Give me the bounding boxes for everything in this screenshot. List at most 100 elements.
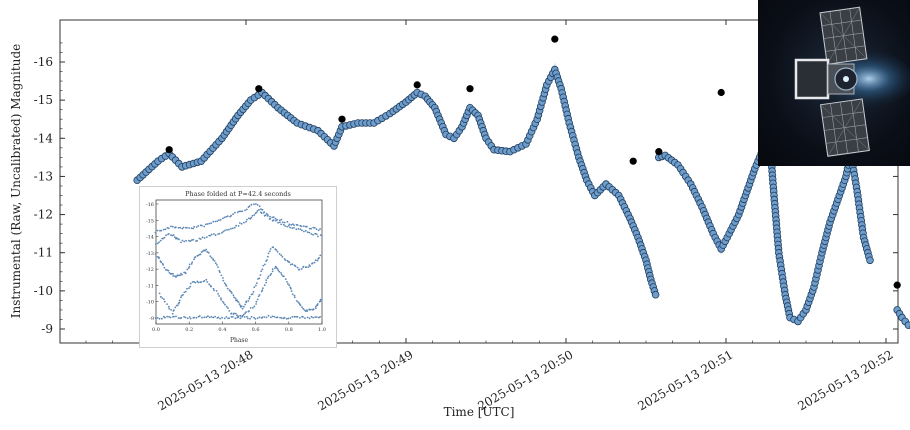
inset-point bbox=[314, 316, 316, 318]
inset-point bbox=[193, 258, 195, 260]
inset-point bbox=[211, 257, 213, 259]
inset-point bbox=[317, 260, 319, 262]
inset-point bbox=[180, 297, 182, 299]
inset-point bbox=[246, 316, 248, 318]
inset-x-tick-label: 0.0 bbox=[152, 327, 160, 333]
inset-point bbox=[196, 226, 198, 228]
inset-point bbox=[295, 228, 297, 230]
peak-point bbox=[255, 85, 262, 92]
inset-point bbox=[294, 316, 296, 318]
solar-panel-top bbox=[820, 7, 867, 64]
inset-point bbox=[245, 311, 247, 313]
inset-point bbox=[312, 262, 314, 264]
x-tick-label: 2025-05-13 20:48 bbox=[155, 347, 255, 413]
inset-point bbox=[314, 227, 316, 229]
satellite-body bbox=[796, 60, 828, 98]
inset-point bbox=[261, 212, 263, 214]
inset-point bbox=[250, 217, 252, 219]
inset-point bbox=[222, 280, 224, 282]
inset-point bbox=[241, 210, 243, 212]
inset-point bbox=[317, 236, 319, 238]
inset-point bbox=[226, 316, 228, 318]
inset-point bbox=[266, 317, 268, 319]
inset-point bbox=[166, 316, 168, 318]
inset-point bbox=[272, 247, 274, 249]
inset-point bbox=[280, 272, 282, 274]
inset-point bbox=[256, 301, 258, 303]
inset-point bbox=[280, 254, 282, 256]
inset-point bbox=[283, 276, 285, 278]
inset-point bbox=[239, 222, 241, 224]
inset-point bbox=[319, 228, 321, 230]
inset-chart-svg: Phase folded at P=42.4 seconds -16-15-14… bbox=[140, 187, 336, 347]
inset-point bbox=[253, 214, 255, 216]
inset-point bbox=[246, 209, 248, 211]
inset-point bbox=[206, 281, 208, 283]
inset-point bbox=[209, 255, 211, 257]
inset-point bbox=[300, 228, 302, 230]
inset-point bbox=[255, 203, 257, 205]
inset-point bbox=[253, 203, 255, 205]
inset-point bbox=[272, 271, 274, 273]
inset-point bbox=[281, 274, 283, 276]
inset-point bbox=[281, 219, 283, 221]
inset-point bbox=[220, 297, 222, 299]
inset-point bbox=[212, 221, 214, 223]
inset-point bbox=[301, 230, 303, 232]
inset-point bbox=[210, 222, 212, 224]
inset-point bbox=[293, 227, 295, 229]
inset-point bbox=[162, 264, 164, 266]
inset-point bbox=[303, 225, 305, 227]
inset-plot-frame bbox=[156, 200, 322, 324]
inset-point bbox=[238, 225, 240, 227]
inset-x-tick-label: 0.4 bbox=[218, 327, 226, 333]
inset-point bbox=[294, 295, 296, 297]
inset-point bbox=[269, 250, 271, 252]
inset-point bbox=[259, 294, 261, 296]
inset-point bbox=[284, 317, 286, 319]
peak-point bbox=[414, 81, 421, 88]
inset-point bbox=[262, 316, 264, 318]
inset-point bbox=[234, 227, 236, 229]
inset-point bbox=[278, 271, 280, 273]
inset-point bbox=[294, 297, 296, 299]
inset-point bbox=[299, 317, 301, 319]
inset-point bbox=[164, 301, 166, 303]
inset-point bbox=[213, 290, 215, 292]
inset-point bbox=[269, 218, 271, 220]
inset-point bbox=[291, 290, 293, 292]
inset-point bbox=[248, 310, 250, 312]
inset-point bbox=[238, 316, 240, 318]
inset-point bbox=[248, 298, 250, 300]
inset-point bbox=[203, 226, 205, 228]
inset-point bbox=[253, 306, 255, 308]
inset-point bbox=[206, 236, 208, 238]
inset-point bbox=[290, 317, 292, 319]
inset-point bbox=[226, 285, 228, 287]
inset-point bbox=[251, 316, 253, 318]
inset-point bbox=[220, 219, 222, 221]
inset-point bbox=[293, 224, 295, 226]
inset-point bbox=[316, 316, 318, 318]
inset-point bbox=[207, 223, 209, 225]
inset-point bbox=[231, 313, 233, 315]
inset-point bbox=[170, 317, 172, 319]
inset-point bbox=[268, 276, 270, 278]
inset-point bbox=[168, 227, 170, 229]
inset-point bbox=[270, 317, 272, 319]
inset-point bbox=[258, 209, 260, 211]
inset-point bbox=[222, 218, 224, 220]
inset-point bbox=[306, 310, 308, 312]
inset-point bbox=[263, 212, 265, 214]
inset-point bbox=[252, 307, 254, 309]
inset-point bbox=[205, 316, 207, 318]
inset-y-tick-label: -10 bbox=[146, 300, 154, 306]
inset-point bbox=[214, 316, 216, 318]
data-point bbox=[905, 322, 910, 329]
inset-point bbox=[266, 259, 268, 261]
inset-point bbox=[213, 233, 215, 235]
inset-point bbox=[321, 299, 323, 301]
inset-point bbox=[228, 317, 230, 319]
inset-point bbox=[272, 316, 274, 318]
inset-point bbox=[291, 227, 293, 229]
